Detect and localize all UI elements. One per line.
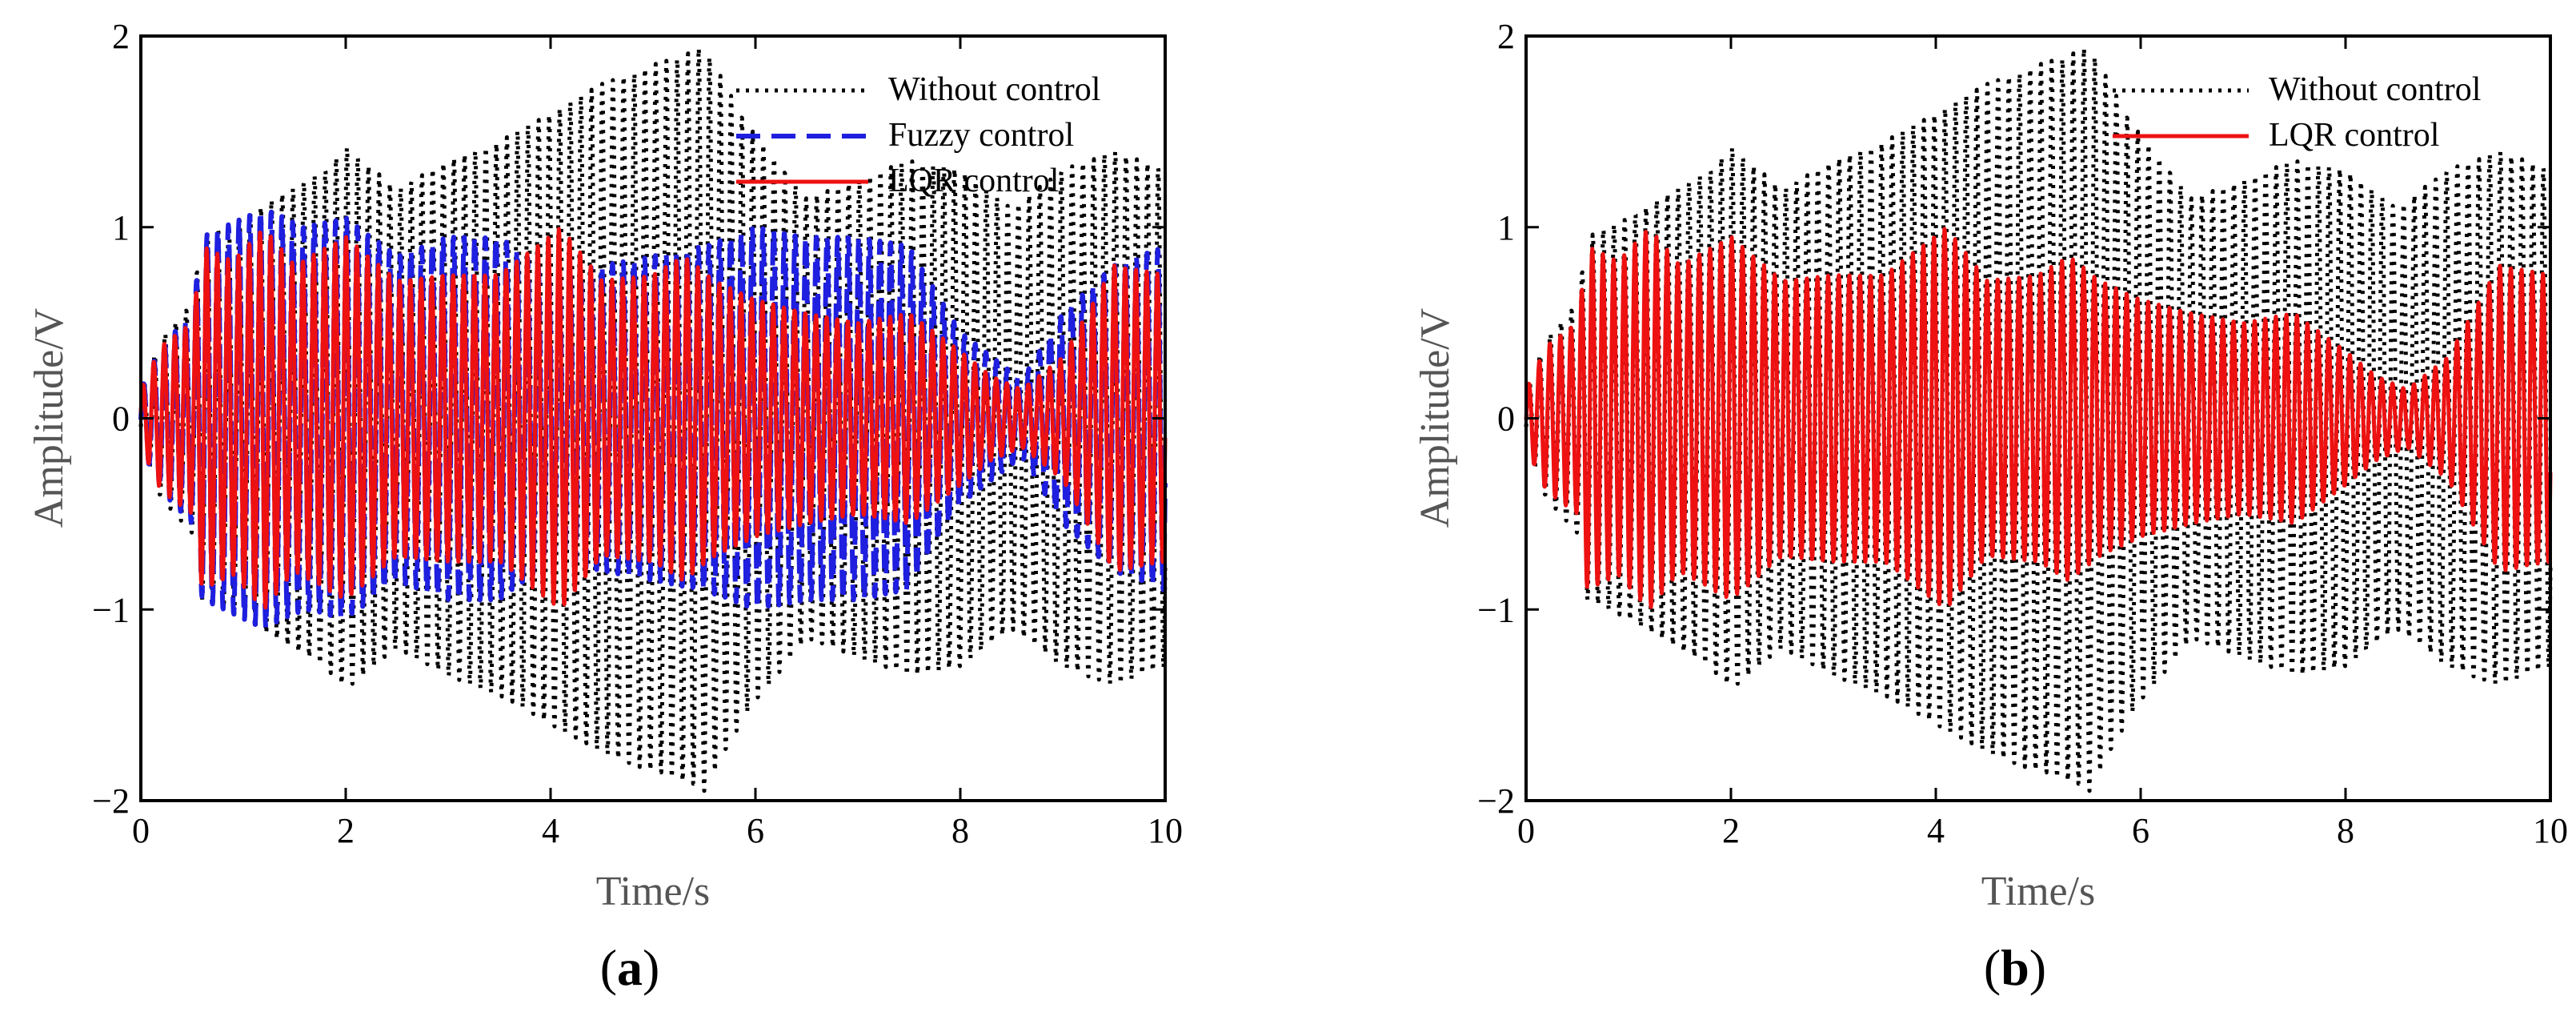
x-tick-label: 10 (2533, 811, 2568, 850)
y-tick-label: −2 (1477, 781, 1515, 821)
x-tick-label: 6 (747, 811, 764, 850)
chart-panel-a: 0 2 4 6 8 10 −2 −1 0 1 2 Time/s Amplitude/V Withou… (26, 17, 1183, 996)
legend-label-without-control: Without control (2269, 71, 2481, 108)
y-tick-label: 2 (112, 17, 130, 56)
legend-label-fuzzy-control: Fuzzy control (888, 117, 1074, 154)
x-tick-label: 6 (2132, 811, 2149, 850)
series-line-lqr-control (138, 227, 1168, 610)
y-tick-label: 1 (1497, 208, 1515, 247)
y-tick-label: −2 (92, 781, 130, 821)
y-tick-label: −1 (92, 590, 130, 629)
panel-letter-b: b (2001, 939, 2029, 996)
y-tick-label: 0 (112, 400, 130, 439)
y-axis-title-b: Amplitude/V (1412, 308, 1458, 528)
axis-ticks-b: 0 2 4 6 8 10 −2 −1 0 1 2 (1477, 17, 2568, 850)
y-tick-label: −1 (1477, 590, 1515, 629)
x-tick-label: 4 (1927, 811, 1945, 850)
legend-label-lqr-control: LQR control (2269, 117, 2439, 154)
x-tick-label: 8 (951, 811, 969, 850)
panel-label-b: (b) (1984, 939, 2046, 996)
x-tick-label: 10 (1148, 811, 1183, 850)
legend-label-lqr-control: LQR control (888, 163, 1059, 199)
panel-letter-a: a (617, 939, 643, 996)
x-tick-label: 0 (132, 811, 150, 850)
plot-area-b (1524, 46, 2553, 793)
axis-ticks-a: 0 2 4 6 8 10 −2 −1 0 1 2 (92, 17, 1183, 850)
x-tick-label: 2 (337, 811, 355, 850)
legend-a: Without control Fuzzy control LQR control (736, 71, 1100, 199)
x-tick-label: 8 (2337, 811, 2354, 850)
y-tick-label: 2 (1497, 17, 1515, 56)
x-axis-title-b: Time/s (1981, 869, 2096, 914)
panel-label-a: (a) (600, 939, 660, 996)
y-tick-label: 1 (112, 208, 130, 247)
series-line-lqr-control (1524, 227, 2553, 609)
legend-b: Without control LQR control (2113, 71, 2481, 154)
x-axis-title-a: Time/s (596, 869, 711, 914)
y-tick-label: 0 (1497, 400, 1515, 439)
y-axis-title-a: Amplitude/V (26, 308, 72, 528)
chart-panel-b: 0 2 4 6 8 10 −2 −1 0 1 2 Time/s Amplitude/V Withou… (1412, 17, 2568, 996)
x-tick-label: 4 (542, 811, 559, 850)
plot-area-a (138, 46, 1168, 793)
legend-label-without-control: Without control (888, 71, 1100, 108)
x-tick-label: 0 (1517, 811, 1535, 850)
x-tick-label: 2 (1722, 811, 1740, 850)
